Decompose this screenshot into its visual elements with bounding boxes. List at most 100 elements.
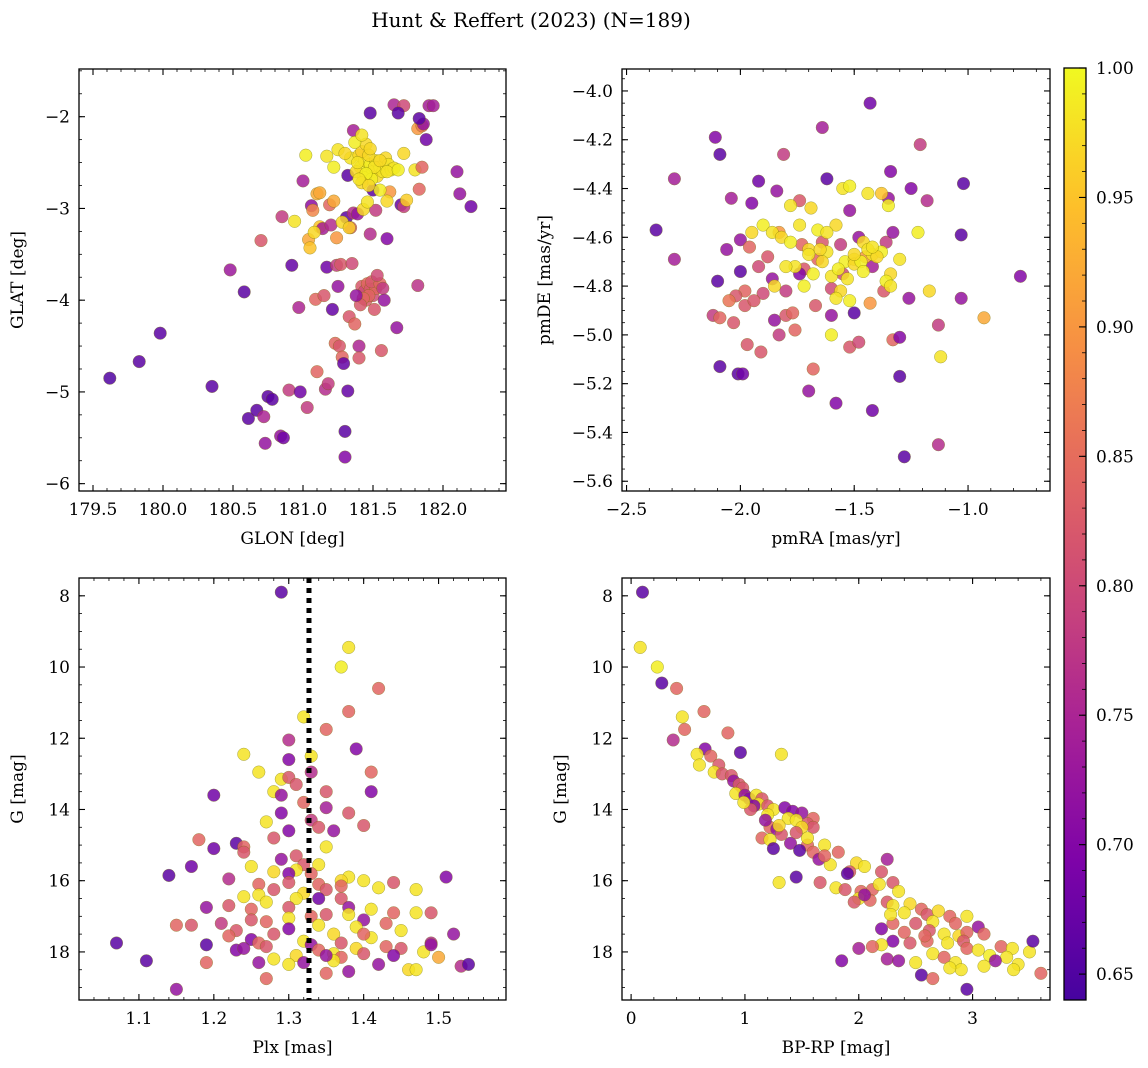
point-cmd-58 — [875, 865, 888, 879]
point-cmd-7 — [678, 722, 692, 736]
point-pm-6 — [713, 360, 727, 374]
point-pm-44 — [852, 335, 866, 349]
point-pm-56 — [902, 291, 916, 305]
point-sky-68 — [376, 281, 390, 295]
point-plx-53 — [222, 872, 236, 886]
point-plx-140 — [319, 949, 333, 962]
point-pm-47 — [893, 330, 907, 344]
colorbar-tick-label: 0.85 — [1096, 447, 1134, 467]
point-plx-24 — [274, 806, 288, 820]
point-cmd-127 — [801, 831, 814, 845]
ytick-label-pm: −4.8 — [572, 277, 613, 297]
point-cmd-100 — [865, 940, 879, 954]
point-plx-92 — [312, 918, 326, 932]
point-plx-106 — [110, 936, 123, 950]
point-sky-140 — [330, 231, 344, 245]
point-plx-67 — [237, 890, 251, 904]
point-pm-17 — [770, 184, 784, 198]
point-cmd-137 — [884, 908, 898, 921]
point-pm-112 — [745, 225, 759, 239]
point-sky-5 — [237, 285, 251, 299]
point-sky-138 — [299, 148, 313, 162]
point-sky-153 — [313, 186, 327, 200]
point-sky-130 — [355, 128, 369, 142]
point-pm-59 — [847, 306, 861, 320]
point-plx-129 — [462, 957, 475, 971]
point-sky-19 — [293, 385, 307, 399]
point-pm-48 — [897, 450, 911, 464]
point-pm-89 — [861, 186, 875, 200]
point-plx-135 — [169, 982, 183, 996]
point-pm-45 — [865, 404, 879, 417]
point-sky-22 — [300, 401, 314, 414]
point-cmd-52 — [831, 845, 845, 859]
point-plx-122 — [267, 952, 281, 966]
point-plx-47 — [267, 865, 281, 879]
point-pm-54 — [1013, 269, 1027, 283]
point-sky-4 — [223, 263, 237, 277]
xlabel-pm: pmRA [mas/yr] — [771, 529, 900, 549]
point-sky-43 — [332, 339, 346, 353]
point-plx-97 — [447, 927, 461, 941]
xlabel-sky: GLON [deg] — [240, 529, 344, 549]
point-plx-125 — [139, 954, 153, 968]
point-sky-100 — [450, 165, 464, 179]
point-pm-90 — [875, 186, 888, 200]
point-cmd-13 — [733, 746, 747, 759]
point-cmd-15 — [692, 758, 706, 772]
axes-frame-plx — [78, 577, 507, 1001]
point-sky-78 — [363, 227, 377, 241]
point-plx-11 — [282, 753, 296, 767]
panel-plx: 1.1 1.2 1.3 1.4 1.5 8 10 12 14 16 18 Plx [mas] G [ma… — [8, 577, 507, 1058]
point-cmd-95 — [941, 936, 955, 950]
ytick-label-plx: 14 — [48, 800, 70, 820]
point-pm-35 — [772, 328, 786, 342]
xtick-label-sky: 181.5 — [349, 500, 398, 520]
ytick-label-plx: 8 — [59, 587, 70, 607]
colorbar: 0.65 0.70 0.75 0.80 0.85 0.90 0.95 1.00 — [1063, 59, 1134, 1001]
point-sky-99 — [363, 106, 377, 120]
point-sky-53 — [348, 317, 362, 331]
ytick-label-cmd: 16 — [591, 872, 613, 892]
point-plx-40 — [289, 849, 303, 863]
point-sky-89 — [415, 160, 429, 174]
point-cmd-138 — [918, 929, 932, 943]
point-plx-78 — [387, 906, 401, 920]
point-sky-94 — [412, 112, 426, 125]
point-pm-86 — [804, 201, 818, 215]
point-sky-93 — [419, 133, 433, 147]
ytick-label-cmd: 12 — [591, 729, 613, 749]
point-cmd-124 — [960, 982, 974, 996]
point-plx-31 — [282, 824, 296, 838]
ytick-label-pm: −4.6 — [572, 228, 613, 248]
point-pm-8 — [815, 121, 829, 134]
colorbar-tick-label: 0.80 — [1096, 577, 1134, 597]
point-plx-138 — [357, 927, 371, 941]
ylabel-pm: pmDE [mas/yr] — [535, 215, 555, 345]
point-pm-9 — [913, 138, 927, 152]
point-sky-102 — [464, 200, 478, 214]
point-plx-134 — [259, 972, 273, 986]
point-plx-131 — [409, 963, 423, 977]
point-pm-109 — [922, 284, 936, 298]
point-pm-18 — [843, 204, 857, 217]
point-pm-114 — [806, 267, 820, 281]
xtick-label-sky: 180.5 — [209, 500, 258, 520]
ylabel-cmd: G [mag] — [551, 754, 571, 823]
ytick-label-pm: −5.2 — [572, 375, 613, 395]
point-sky-69 — [349, 289, 363, 303]
point-pm-12 — [820, 172, 834, 186]
point-pm-63 — [779, 284, 793, 298]
point-pm-24 — [720, 243, 734, 256]
point-sky-14 — [276, 431, 290, 445]
ytick-label-pm: −4.4 — [572, 180, 613, 200]
point-plx-45 — [244, 860, 258, 873]
xlabel-plx: Plx [mas] — [252, 1038, 332, 1058]
point-pm-61 — [809, 299, 822, 313]
point-cmd-62 — [813, 876, 827, 889]
point-plx-72 — [222, 899, 236, 913]
ytick-label-plx: 10 — [48, 658, 70, 678]
point-cmd-0 — [636, 585, 649, 599]
point-cmd-1 — [633, 640, 647, 654]
point-pm-92 — [756, 218, 770, 232]
